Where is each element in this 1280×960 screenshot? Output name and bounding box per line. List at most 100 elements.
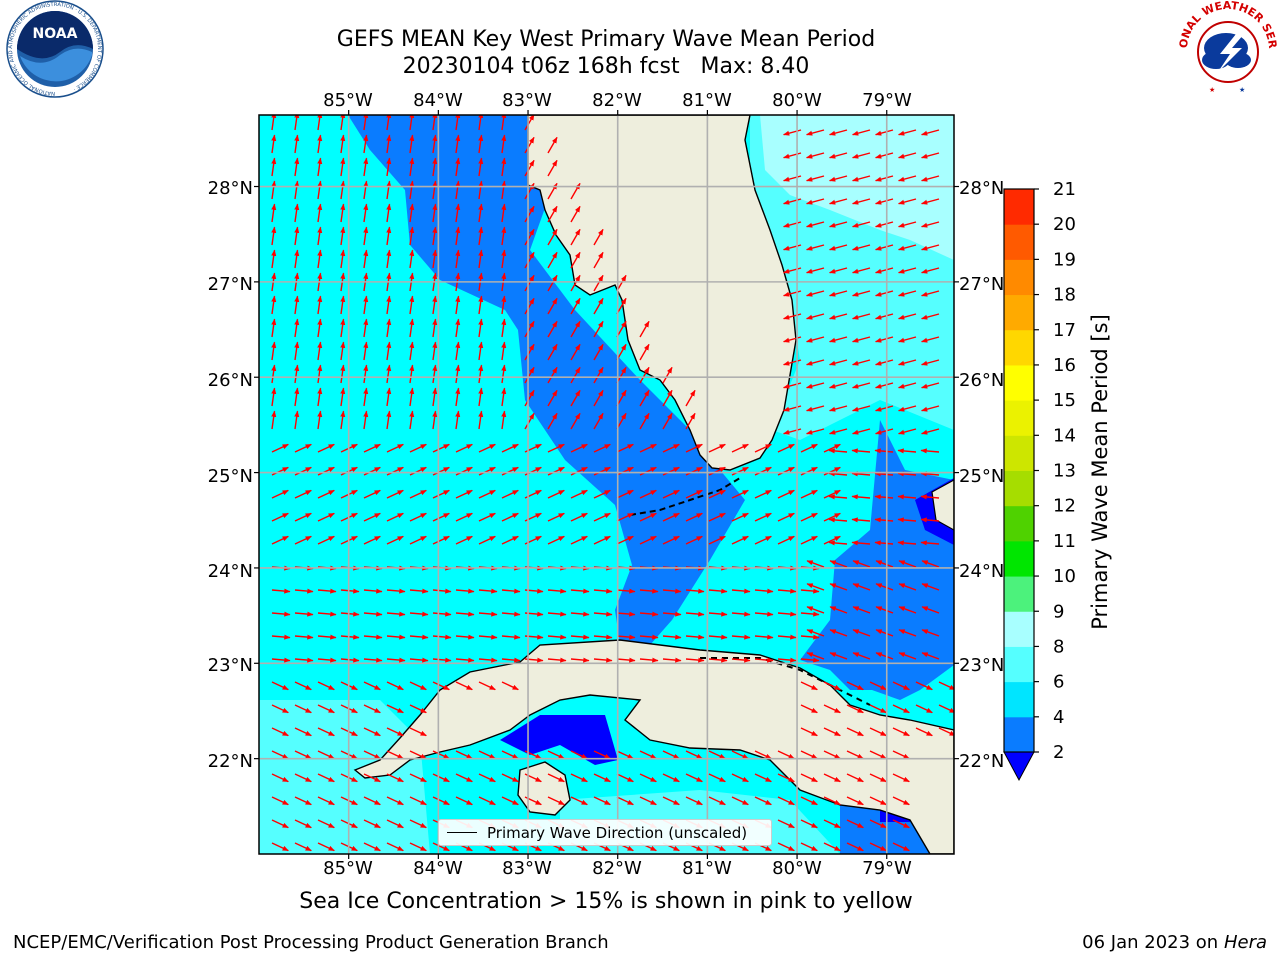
wave-direction-arrow [363, 535, 381, 545]
wave-direction-arrow [783, 221, 802, 228]
colorbar-segment [1004, 576, 1034, 612]
colorbar-tick-label: 16 [1053, 355, 1076, 376]
wave-direction-arrow [921, 428, 940, 435]
wave-direction-arrow [777, 611, 797, 617]
wave-direction-arrow [639, 489, 657, 499]
wave-direction-arrow [386, 410, 392, 430]
wave-direction-arrow [409, 535, 427, 545]
wave-direction-arrow [455, 489, 473, 499]
wave-direction-arrow [921, 152, 940, 159]
lat-tick-label: 25°N [208, 466, 253, 487]
wave-direction-arrow [754, 796, 772, 806]
wave-direction-arrow [271, 443, 289, 453]
wave-direction-arrow [915, 681, 933, 691]
wave-direction-arrow [754, 657, 774, 663]
wave-direction-arrow [570, 773, 588, 783]
lon-tick-label: 84°W [413, 858, 463, 879]
wave-direction-arrow [829, 405, 848, 412]
wave-direction-arrow [921, 583, 940, 591]
wave-direction-arrow [455, 796, 473, 806]
wave-direction-arrow [501, 773, 519, 783]
wave-direction-arrow [829, 244, 848, 251]
wave-direction-arrow [938, 681, 954, 690]
wave-direction-arrow [874, 540, 894, 546]
wave-direction-arrow [708, 443, 726, 453]
wave-direction-arrow [829, 560, 848, 568]
map-frame [258, 114, 955, 855]
wave-direction-arrow [432, 512, 450, 522]
wave-direction-arrow [271, 410, 277, 430]
wave-direction-arrow [777, 443, 795, 453]
wave-direction-arrow [409, 512, 427, 522]
wave-direction-arrow [524, 115, 535, 131]
wave-direction-arrow [363, 318, 369, 338]
wave-direction-arrow [478, 203, 484, 223]
wave-direction-arrow [547, 611, 567, 617]
wave-direction-arrow [432, 180, 438, 200]
wave-direction-arrow [409, 611, 429, 617]
svg-text:★: ★ [1239, 86, 1245, 94]
wave-direction-arrow [363, 773, 381, 783]
wave-direction-arrow [432, 203, 438, 223]
wave-direction-arrow [852, 606, 871, 614]
wave-direction-arrow [501, 512, 519, 522]
lat-tick-label: 27°N [208, 274, 253, 295]
wave-direction-arrow [478, 588, 498, 594]
wave-direction-arrow [547, 588, 567, 594]
wave-direction-arrow [409, 773, 427, 783]
wave-direction-arrow [685, 489, 703, 499]
lon-tick-label: 80°W [772, 90, 822, 111]
wave-direction-arrow [294, 842, 312, 852]
wave-direction-arrow [898, 382, 917, 389]
wave-direction-arrow [501, 443, 519, 453]
wave-direction-arrow [852, 267, 871, 274]
map-legend: Primary Wave Direction (unscaled) [438, 819, 772, 846]
wave-direction-arrow [898, 198, 917, 205]
wave-direction-arrow [708, 611, 728, 617]
wave-direction-arrow [852, 560, 871, 568]
lat-tick-label: 22°N [208, 751, 253, 772]
lon-tick-label: 83°W [502, 858, 552, 879]
colorbar-tick-label: 2 [1053, 742, 1064, 763]
map-area [259, 115, 954, 854]
wave-direction-arrow [294, 410, 300, 430]
wave-direction-arrow [570, 297, 581, 315]
wave-direction-arrow [409, 341, 415, 361]
wave-direction-arrow [432, 750, 450, 760]
wave-direction-arrow [892, 842, 910, 852]
wave-direction-arrow [386, 796, 404, 806]
wave-direction-arrow [455, 535, 473, 545]
wave-direction-arrow [547, 412, 558, 430]
wave-direction-arrow [455, 750, 473, 760]
wave-direction-arrow [455, 681, 473, 691]
wave-direction-arrow [593, 412, 604, 430]
wave-direction-arrow [875, 175, 894, 182]
colorbar-tick-label: 11 [1053, 531, 1076, 552]
wave-direction-arrow [806, 152, 825, 159]
wave-direction-arrow [317, 535, 335, 545]
wave-direction-arrow [294, 611, 314, 617]
wave-direction-arrow [898, 129, 917, 136]
wave-direction-arrow [547, 796, 565, 806]
wave-direction-arrow [363, 704, 381, 714]
wave-direction-arrow [662, 443, 680, 453]
wave-direction-arrow [685, 588, 705, 594]
wave-direction-arrow [875, 606, 894, 614]
wave-direction-arrow [570, 274, 581, 292]
wave-direction-arrow [478, 657, 498, 663]
wave-direction-arrow [432, 681, 450, 691]
wave-direction-arrow [501, 588, 521, 594]
lon-tick-label: 79°W [862, 90, 912, 111]
wave-direction-arrow [271, 318, 277, 338]
wave-direction-arrow [777, 489, 795, 499]
wave-direction-arrow [294, 443, 312, 453]
svg-text:★: ★ [1209, 86, 1215, 94]
wave-direction-arrow [915, 727, 933, 737]
wave-direction-arrow [317, 681, 335, 691]
wave-direction-arrow [317, 387, 323, 407]
wave-direction-arrow [662, 412, 673, 430]
wave-direction-arrow [754, 588, 774, 594]
wave-direction-arrow [777, 535, 795, 545]
wave-direction-arrow [639, 750, 657, 760]
wave-direction-arrow [823, 819, 841, 829]
